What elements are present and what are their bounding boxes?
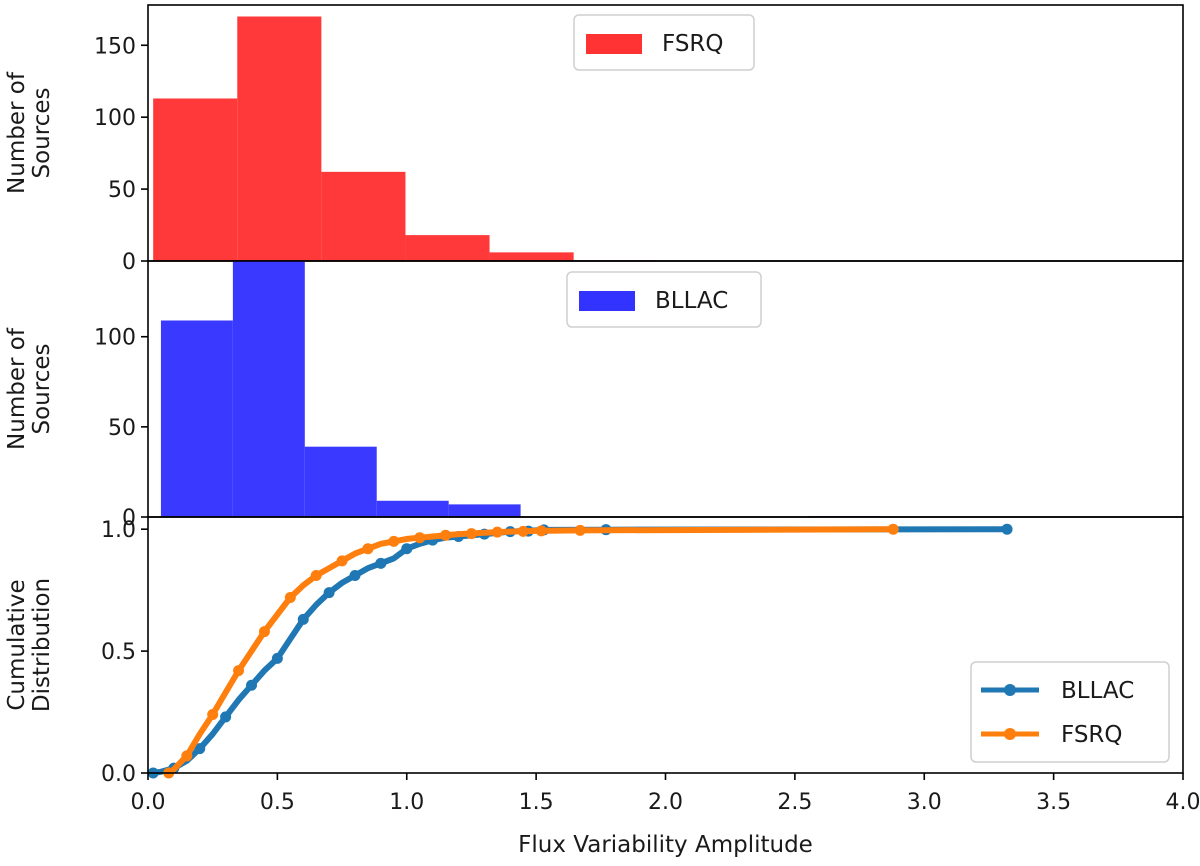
bllac-hist-legend-label: BLLAC	[655, 288, 728, 314]
cdf-xtick-label-1: 0.5	[260, 790, 295, 815]
cdf-legend-label-bllac: BLLAC	[1061, 678, 1134, 704]
cdf-xtick-label-0: 0.0	[131, 790, 166, 815]
fsrq-hist-legend	[573, 14, 755, 71]
fsrq-hist-ytick-label-1: 50	[108, 178, 136, 203]
cdf-ylabel-line-1: Distribution	[29, 578, 55, 712]
cdf-point-fsrq-10	[414, 532, 426, 544]
cdf-legend	[970, 661, 1170, 763]
fsrq-hist-bar-1	[237, 16, 322, 262]
cdf-line-bllac	[150, 526, 1010, 776]
cdf-point-fsrq-1	[181, 750, 193, 762]
fsrq-hist-legend-swatch	[586, 34, 642, 54]
bllac-hist-bar-0	[160, 320, 233, 517]
bllac-hist-ylabel-line-0: Number of	[4, 327, 30, 450]
cdf-xtick-label-3: 1.5	[519, 790, 554, 815]
cdf-point-fsrq-8	[362, 543, 374, 555]
cdf-point-bllac-18	[1001, 523, 1013, 535]
cdf-point-fsrq-14	[517, 525, 529, 537]
cdf-xtick-label-8: 4.0	[1166, 790, 1200, 815]
cdf-point-fsrq-15	[535, 525, 547, 537]
cdf-point-bllac-5	[271, 652, 283, 664]
fsrq-hist-bar-0	[153, 98, 238, 261]
cdf-point-bllac-9	[375, 557, 387, 569]
cdf-xtick-label-7: 3.5	[1036, 790, 1071, 815]
cdf-legend-marker-bllac	[1004, 684, 1016, 696]
cdf-point-fsrq-5	[284, 591, 296, 603]
cdf-ytick-label-1: 0.5	[101, 640, 136, 665]
cdf-point-fsrq-7	[336, 555, 348, 567]
fsrq-hist-ytick-label-0: 0	[122, 250, 136, 275]
cdf-xtick-label-6: 3.0	[907, 790, 942, 815]
bllac-hist-bar-1	[232, 261, 305, 517]
cdf-point-fsrq-11	[440, 529, 452, 541]
cdf-xtick-label-4: 2.0	[648, 790, 683, 815]
fsrq-hist-legend-label: FSRQ	[662, 31, 724, 57]
bllac-hist-ytick-label-1: 50	[108, 416, 136, 441]
fsrq-hist-ylabel-line-0: Number of	[4, 71, 30, 194]
cdf-point-bllac-2	[194, 743, 206, 755]
cdf-point-fsrq-17	[887, 523, 899, 535]
bllac-hist-legend-swatch	[579, 291, 635, 311]
cdf-ytick-label-0: 0.0	[101, 762, 136, 787]
cdf-point-fsrq-16	[574, 524, 586, 536]
bllac-hist-legend	[566, 271, 762, 328]
cdf-ytick-label-2: 1.0	[101, 518, 136, 543]
cdf-point-fsrq-6	[310, 570, 322, 582]
fsrq-hist-bar-4	[489, 252, 574, 261]
cdf-point-bllac-8	[349, 570, 361, 582]
bllac-hist-ytick-label-2: 100	[94, 326, 136, 351]
fsrq-hist-ylabel-line-1: Sources	[29, 88, 55, 179]
cdf-legend-label-fsrq: FSRQ	[1061, 722, 1123, 748]
cdf-xtick-label-2: 1.0	[389, 790, 424, 815]
cdf-point-fsrq-3	[233, 665, 245, 677]
bllac-hist-ytick-label-0: 0	[122, 506, 136, 531]
bllac-hist-bar-2	[304, 446, 377, 517]
fsrq-hist-ytick-label-2: 100	[94, 106, 136, 131]
cdf-legend-marker-fsrq	[1004, 728, 1016, 740]
cdf-point-fsrq-13	[491, 526, 503, 538]
bllac-hist-bar-4	[448, 504, 521, 517]
cdf-point-fsrq-2	[207, 708, 219, 720]
cdf-point-fsrq-12	[465, 528, 477, 540]
cdf-point-bllac-7	[323, 587, 335, 599]
x-axis-label: Flux Variability Amplitude	[518, 832, 813, 858]
cdf-point-bllac-10	[401, 543, 413, 555]
fsrq-hist-bar-3	[405, 235, 490, 261]
cdf-point-fsrq-4	[258, 626, 270, 638]
cdf-line-fsrq	[165, 526, 897, 776]
cdf-xtick-label-5: 2.5	[777, 790, 812, 815]
bllac-hist-ylabel-line-1: Sources	[29, 344, 55, 435]
cdf-point-fsrq-9	[388, 535, 400, 547]
cdf-point-bllac-3	[220, 711, 232, 723]
cdf-point-bllac-4	[246, 679, 257, 691]
fsrq-hist-bar-2	[321, 171, 406, 261]
cdf-ylabel-line-0: Cumulative	[4, 579, 30, 710]
fsrq-hist-ytick-label-3: 150	[94, 34, 136, 59]
bllac-hist-bar-3	[376, 500, 449, 517]
cdf-point-bllac-6	[297, 613, 309, 625]
